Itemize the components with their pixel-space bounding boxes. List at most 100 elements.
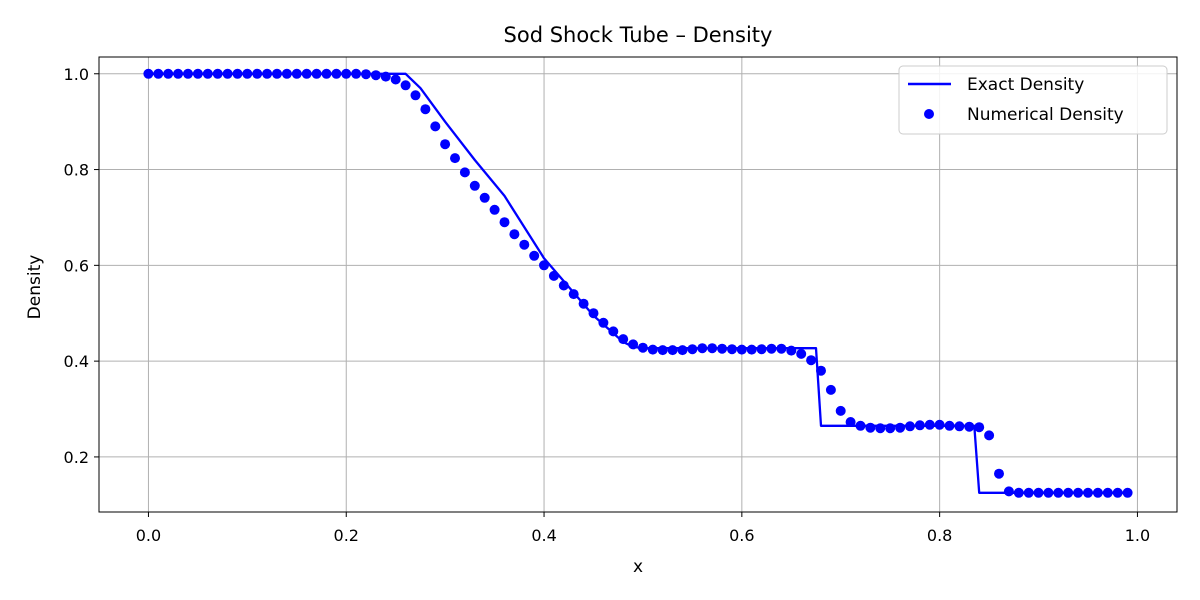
y-tick-label: 0.6 [64, 256, 89, 275]
numerical-density-point [301, 68, 312, 79]
numerical-density-point [479, 192, 490, 203]
numerical-density-point [637, 342, 648, 353]
numerical-density-point [163, 68, 174, 79]
numerical-density-point [1122, 487, 1133, 498]
numerical-density-point [905, 421, 915, 432]
numerical-density-point [944, 420, 955, 431]
numerical-density-point [677, 345, 688, 356]
numerical-density-point [539, 260, 549, 271]
numerical-density-point [242, 68, 253, 79]
numerical-density-point [618, 334, 629, 345]
chart-title: Sod Shock Tube – Density [504, 23, 773, 47]
numerical-density-point [568, 289, 579, 300]
numerical-density-point [222, 68, 233, 79]
y-tick-label: 0.4 [64, 352, 89, 371]
numerical-density-point [1053, 487, 1064, 498]
numerical-density-point [153, 68, 164, 79]
numerical-density-point [588, 308, 599, 319]
numerical-density-point [1092, 487, 1103, 498]
x-tick-label: 0.6 [729, 526, 754, 545]
numerical-density-point [361, 69, 371, 80]
numerical-density-point [291, 68, 302, 79]
legend-label-exact: Exact Density [967, 75, 1084, 95]
numerical-density-point [212, 68, 223, 79]
numerical-density-point [885, 423, 896, 434]
numerical-density-point [796, 348, 807, 359]
numerical-density-point [934, 419, 945, 430]
numerical-density-point [786, 345, 797, 356]
numerical-density-point [252, 68, 263, 79]
numerical-density-point [875, 423, 886, 434]
numerical-density-point [717, 343, 728, 354]
numerical-density-point [192, 68, 203, 79]
numerical-density-point [370, 70, 381, 81]
numerical-density-point [1063, 487, 1074, 498]
numerical-density-point [202, 68, 213, 79]
numerical-density-point [598, 317, 609, 328]
numerical-density-point [420, 104, 431, 115]
numerical-density-point [647, 344, 658, 355]
numerical-density-point [450, 153, 460, 164]
numerical-density-point [341, 68, 352, 79]
numerical-density-point [964, 421, 975, 432]
numerical-density-point [727, 344, 737, 355]
numerical-density-point [281, 68, 292, 79]
numerical-density-point [1043, 487, 1054, 498]
numerical-density-point [1033, 487, 1044, 498]
plot-series [143, 68, 1133, 498]
numerical-density-point [459, 167, 470, 178]
numerical-density-point [1112, 487, 1123, 498]
numerical-density-point [924, 419, 935, 430]
numerical-density-point [232, 68, 243, 79]
numerical-density-point [1083, 487, 1093, 498]
numerical-density-point [173, 68, 184, 79]
numerical-density-point [519, 239, 530, 250]
numerical-density-point [351, 68, 362, 79]
x-tick-label: 0.8 [927, 526, 952, 545]
legend-marker-swatch [924, 109, 934, 119]
numerical-density-point [736, 344, 747, 355]
numerical-density-point [1023, 487, 1034, 498]
tick-group: 0.0 0.2 0.4 0.6 0.8 1.0 0.2 0.4 0.6 0.8 1.0 [64, 65, 1151, 545]
numerical-density-point [914, 420, 925, 431]
numerical-density-point [628, 339, 639, 350]
y-tick-label: 0.8 [64, 161, 89, 180]
numerical-density-point [806, 355, 817, 366]
legend: Exact Density Numerical Density [898, 65, 1168, 135]
numerical-density-point [440, 139, 451, 150]
numerical-density-point [558, 280, 569, 291]
numerical-density-point [509, 229, 520, 240]
numerical-density-point [855, 420, 866, 431]
numerical-density-point [311, 68, 322, 79]
numerical-density-point [400, 80, 411, 91]
numerical-density-point [1102, 487, 1113, 498]
numerical-density-point [954, 421, 965, 432]
numerical-density-point [1013, 487, 1024, 498]
numerical-density-point [697, 343, 708, 354]
numerical-density-point [469, 180, 480, 191]
numerical-density-point [657, 345, 668, 356]
numerical-density-point [994, 468, 1004, 479]
numerical-density-point [746, 344, 757, 355]
numerical-density-point [321, 68, 332, 79]
numerical-density-point [183, 68, 193, 79]
x-tick-label: 0.2 [334, 526, 359, 545]
numerical-density-point [667, 345, 678, 356]
numerical-density-point [707, 343, 718, 354]
numerical-density-point [756, 344, 767, 355]
numerical-density-point [499, 217, 510, 228]
numerical-density-point [816, 365, 826, 376]
numerical-density-point [766, 343, 777, 354]
numerical-density-point [143, 68, 154, 79]
numerical-density-point [430, 121, 441, 132]
numerical-density-point [578, 298, 589, 309]
numerical-density-point [548, 270, 559, 281]
x-tick-label: 1.0 [1125, 526, 1150, 545]
numerical-density-point [845, 417, 856, 427]
numerical-density-point [1003, 486, 1014, 497]
numerical-density-point [489, 204, 500, 215]
numerical-density-point [608, 326, 619, 337]
numerical-density-point [262, 68, 273, 79]
y-tick-label: 0.2 [64, 448, 89, 467]
